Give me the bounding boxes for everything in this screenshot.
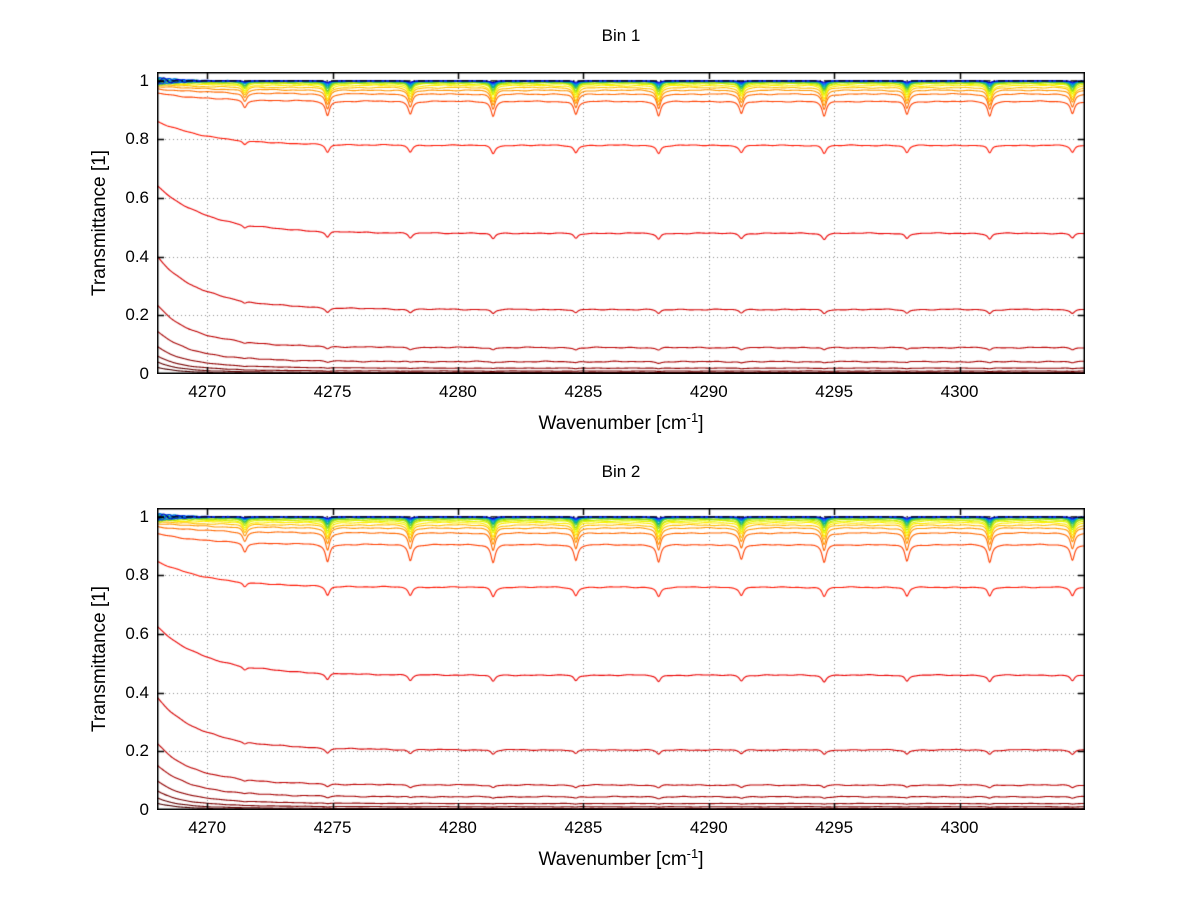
subplot2-xtick-4285: 4285 <box>564 818 603 837</box>
subplot1-xtick-4275: 4275 <box>313 382 352 401</box>
subplot2-title: Bin 2 <box>601 462 641 481</box>
subplot1-plot-area <box>157 72 1085 374</box>
subplot1-xtick-4285: 4285 <box>564 382 603 401</box>
subplot1-ytick-0: 0 <box>139 364 149 383</box>
subplot1-xtick-4295: 4295 <box>815 382 854 401</box>
subplot1-ytick-0.6: 0.6 <box>125 188 149 208</box>
subplot1-xlabel-close: ] <box>698 413 704 434</box>
subplot1-ytick-0.2: 0.2 <box>125 305 149 325</box>
subplot1-xtick-4270: 4270 <box>188 382 227 401</box>
subplot2-ytick-0: 0 <box>139 800 149 819</box>
subplot1-ylabel: Transmittance [1] <box>89 149 110 297</box>
subplot1-ytick-0.8: 0.8 <box>125 129 149 149</box>
subplot2-xtick-4280: 4280 <box>439 818 477 837</box>
subplot2-ytick-0.4: 0.4 <box>125 682 149 702</box>
subplot1-xlabel-main: Wavenumber [cm <box>538 413 687 434</box>
subplot1-xlabel-superscript: -1 <box>686 410 699 425</box>
subplot2-xlabel: Wavenumber [cm-1] <box>157 846 1085 871</box>
subplot2-xtick-4275: 4275 <box>313 818 352 837</box>
subplot1-ytick-1: 1 <box>139 70 149 90</box>
subplot1-xtick-4300: 4300 <box>940 382 979 401</box>
subplot2-ytick-0.2: 0.2 <box>125 741 149 761</box>
subplot2-xtick-4290: 4290 <box>689 818 728 837</box>
subplot2-xtick-4300: 4300 <box>940 818 979 837</box>
subplot2-ytick-0.6: 0.6 <box>125 624 149 644</box>
subplot2-ytick-1: 1 <box>139 506 149 526</box>
subplot1-xtick-4290: 4290 <box>689 382 728 401</box>
subplot2-xlabel-close: ] <box>698 849 704 870</box>
subplot2-ytick-0.8: 0.8 <box>125 565 149 585</box>
subplot2-plot-area <box>157 508 1085 810</box>
subplot1-title: Bin 1 <box>601 26 641 45</box>
subplot2-xlabel-main: Wavenumber [cm <box>538 849 687 870</box>
subplot1-xlabel: Wavenumber [cm-1] <box>157 410 1085 435</box>
subplot1-xtick-4280: 4280 <box>439 382 477 401</box>
subplot2-xlabel-superscript: -1 <box>686 846 699 861</box>
subplot1-ytick-0.4: 0.4 <box>125 246 149 266</box>
subplot2-xtick-4295: 4295 <box>815 818 854 837</box>
subplot2-ylabel: Transmittance [1] <box>89 585 110 733</box>
subplot2-xtick-4270: 4270 <box>188 818 227 837</box>
